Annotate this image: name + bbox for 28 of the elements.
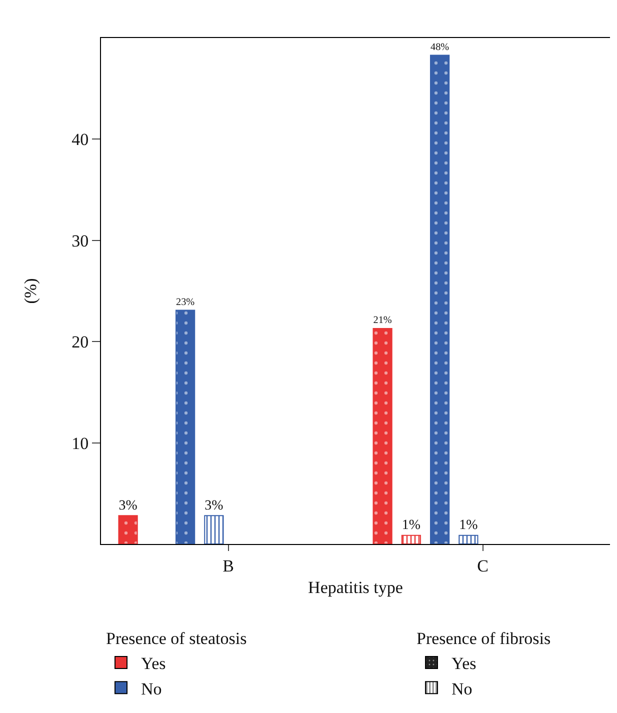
data-label: 1% [402,518,421,534]
bar [372,328,392,544]
x-tick-label: B [222,556,234,576]
data-label: 3% [118,498,138,514]
y-axis-title: (%) [21,278,40,304]
text: No [141,679,162,698]
text: Yes [451,654,476,674]
y-tick-label: 20 [72,332,89,352]
y-tick-label: 10 [72,434,89,453]
text: Yes [141,654,166,674]
bar [458,534,478,544]
bar [204,515,224,544]
text: No [451,679,472,698]
y-tick-label: 30 [72,231,89,250]
data-label: 23% [176,296,196,308]
bar [118,515,138,544]
x-axis-title: Hepatitis type [308,578,403,597]
text: Presence of steatosis [106,629,247,648]
data-label: 21% [373,315,392,326]
y-tick-label: 40 [72,130,89,150]
data-label: 3% [204,498,224,514]
bar [430,54,450,544]
data-label: 48% [430,42,450,53]
bar [401,534,421,544]
x-tick-label: C [477,556,488,576]
data-label: 1% [459,518,478,534]
text: Presence of fibrosis [416,629,551,648]
bar [176,310,196,544]
